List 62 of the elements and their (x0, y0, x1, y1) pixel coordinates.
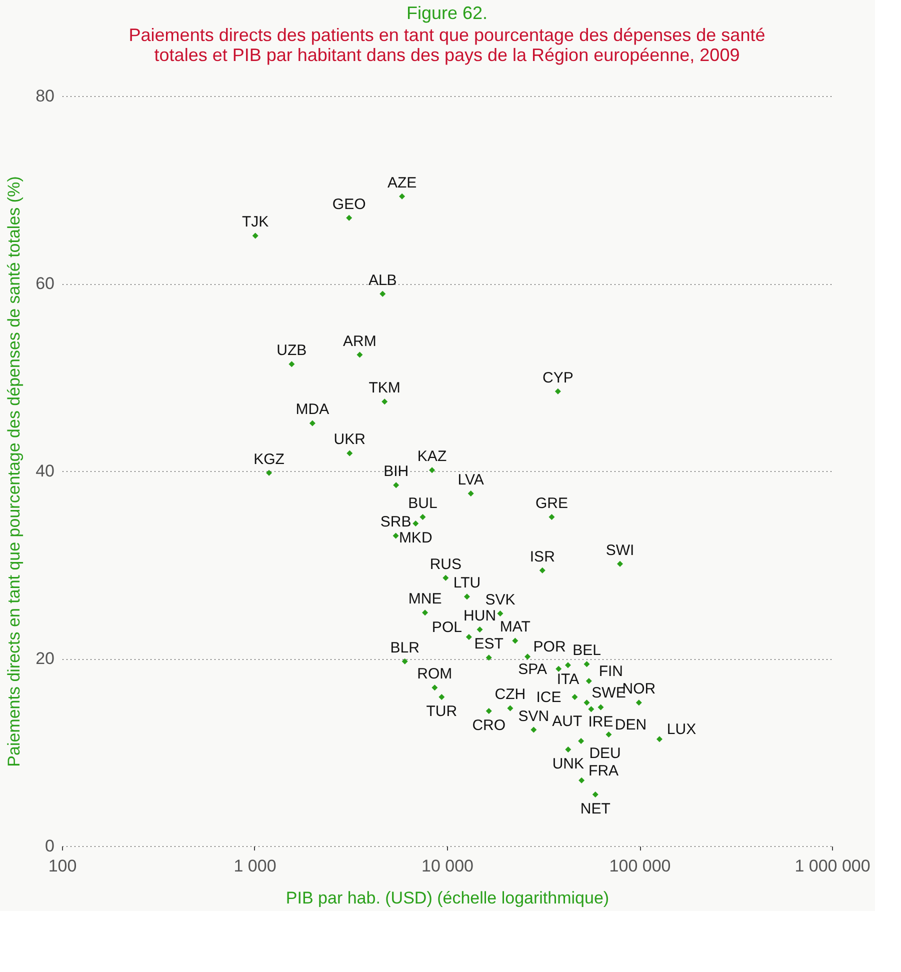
annotation: TKM (368, 380, 400, 397)
annotation: ICE (536, 688, 562, 706)
annotation: LVA (458, 472, 484, 488)
annotation: BLR (390, 639, 420, 656)
annotation: TJK (242, 214, 269, 231)
annotation: SPA (518, 660, 548, 678)
annotation: NET (580, 800, 610, 818)
annotation: ROM (417, 666, 452, 683)
annotation: SWI (606, 542, 634, 559)
x-tick-label: 10 000 (422, 856, 474, 876)
annotation: MDA (296, 401, 330, 418)
annotation: SVN (518, 708, 550, 725)
annotation: POL (432, 618, 462, 636)
annotation: CZH (494, 686, 526, 704)
x-axis-title: PIB par hab. (USD) (échelle logarithmique) (286, 888, 610, 908)
annotation: GEO (332, 196, 366, 213)
annotation: POR (533, 638, 566, 656)
annotation: TUR (426, 702, 458, 720)
x-tick-label: 100 000 (609, 856, 671, 876)
annotation: KAZ (417, 448, 447, 466)
annotation: BIH (384, 463, 409, 480)
annotation: AZE (387, 174, 417, 192)
annotation: FIN (598, 663, 623, 680)
annotation: CRO (472, 717, 506, 734)
annotation: KGZ (254, 450, 284, 468)
annotation: FRA (588, 762, 619, 780)
annotation: SRB (380, 514, 412, 531)
y-axis-title: Paiements directs en tant que pourcentage des dépenses de santé totales (%) (4, 176, 24, 767)
y-tick-label: 0 (45, 836, 54, 856)
annotation: UZB (276, 342, 307, 360)
annotation: ALB (368, 272, 397, 289)
annotation: RUS (430, 556, 462, 573)
annotation: DEU (589, 745, 621, 762)
chart-subtitle: Paiements directs des patients en tant que pourcentage des dépenses de santé totales et PIB par habitant dans des pays de la Région européenne, 2009 (128, 25, 766, 65)
annotation: BUL (408, 494, 438, 512)
annotation: BEL (572, 642, 601, 660)
annotation: LUX (666, 721, 696, 738)
chart-title: Figure 62. (406, 3, 488, 23)
y-tick-label: 80 (36, 86, 54, 106)
annotation: CYP (542, 369, 574, 386)
annotation: LTU (453, 574, 481, 592)
annotation: DEN (614, 716, 647, 734)
annotation: UNK (552, 755, 584, 772)
annotation: EST (474, 636, 504, 653)
annotation: ITA (556, 671, 580, 688)
y-tick-label: 20 (36, 649, 54, 668)
annotation: UKR (334, 431, 366, 448)
annotation: ISR (530, 548, 556, 566)
annotation: GRE (535, 494, 568, 512)
annotation: ARM (343, 332, 376, 350)
x-tick-label: 1 000 (234, 856, 276, 876)
x-tick-label: 100 (48, 856, 77, 876)
annotation: MNE (408, 590, 442, 608)
annotation: SVK (485, 592, 516, 608)
annotation: AUT (552, 713, 582, 730)
y-tick-label: 40 (36, 462, 54, 480)
annotation: MKD (398, 530, 432, 546)
annotation: IRE (588, 713, 614, 730)
x-tick-label: 1 000 000 (794, 856, 870, 876)
annotation: HUN (464, 607, 496, 624)
annotation: MAT (500, 618, 530, 636)
y-tick-label: 60 (36, 274, 54, 293)
